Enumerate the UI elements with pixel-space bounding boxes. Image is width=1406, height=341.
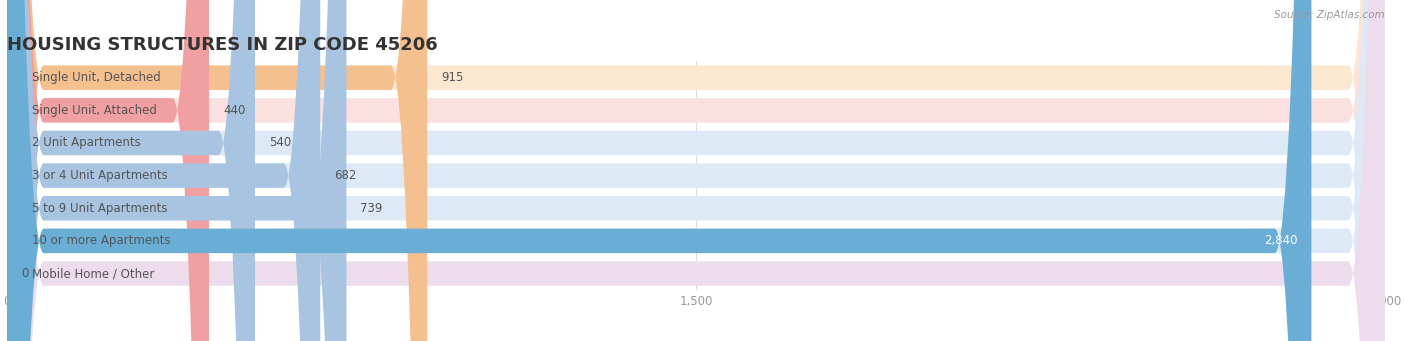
Text: 3 or 4 Unit Apartments: 3 or 4 Unit Apartments: [32, 169, 169, 182]
FancyBboxPatch shape: [7, 0, 1385, 341]
FancyBboxPatch shape: [7, 0, 1385, 341]
FancyBboxPatch shape: [7, 0, 209, 341]
Text: Single Unit, Detached: Single Unit, Detached: [32, 71, 162, 84]
Text: 5 to 9 Unit Apartments: 5 to 9 Unit Apartments: [32, 202, 167, 215]
FancyBboxPatch shape: [7, 0, 1385, 341]
FancyBboxPatch shape: [7, 0, 1385, 341]
Text: 540: 540: [269, 136, 291, 149]
Text: 2 Unit Apartments: 2 Unit Apartments: [32, 136, 141, 149]
Text: 0: 0: [21, 267, 28, 280]
Text: 739: 739: [360, 202, 382, 215]
Text: 915: 915: [441, 71, 464, 84]
Text: 440: 440: [224, 104, 245, 117]
FancyBboxPatch shape: [7, 0, 254, 341]
FancyBboxPatch shape: [7, 0, 321, 341]
FancyBboxPatch shape: [7, 0, 427, 341]
Text: Source: ZipAtlas.com: Source: ZipAtlas.com: [1274, 10, 1385, 20]
Text: 682: 682: [335, 169, 357, 182]
FancyBboxPatch shape: [7, 0, 1385, 341]
FancyBboxPatch shape: [7, 0, 1312, 341]
Text: Single Unit, Attached: Single Unit, Attached: [32, 104, 157, 117]
Text: Mobile Home / Other: Mobile Home / Other: [32, 267, 155, 280]
Text: 10 or more Apartments: 10 or more Apartments: [32, 234, 170, 247]
Text: 2,840: 2,840: [1264, 234, 1298, 247]
Text: HOUSING STRUCTURES IN ZIP CODE 45206: HOUSING STRUCTURES IN ZIP CODE 45206: [7, 36, 437, 54]
FancyBboxPatch shape: [7, 0, 1385, 341]
FancyBboxPatch shape: [7, 0, 1385, 341]
FancyBboxPatch shape: [7, 0, 346, 341]
